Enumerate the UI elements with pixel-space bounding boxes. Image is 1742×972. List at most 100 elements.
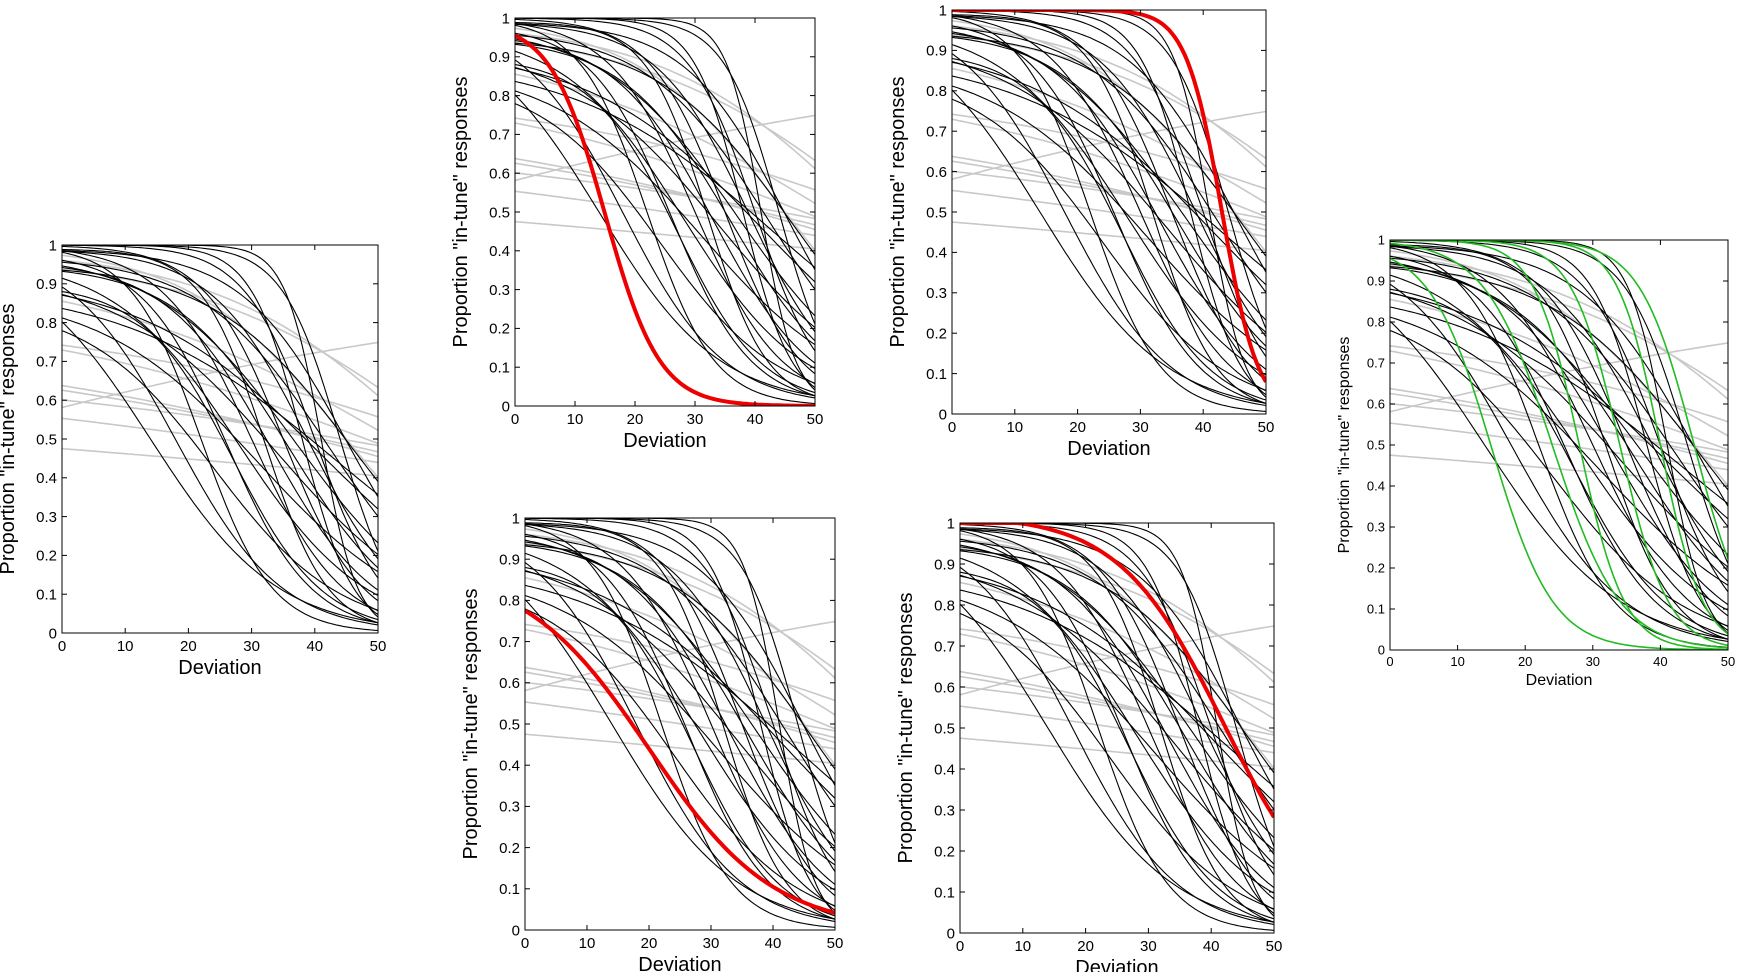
gray-curve-1	[62, 389, 378, 453]
x-tick-label: 50	[1258, 419, 1275, 436]
black-curve-15	[1390, 292, 1728, 520]
black-curve-16	[960, 540, 1274, 811]
black-curve-24	[62, 330, 378, 611]
black-curve-24	[525, 608, 835, 907]
gray-curve-0	[515, 122, 815, 218]
black-curve-21	[515, 64, 815, 394]
y-tick-label: 0.9	[499, 551, 520, 568]
y-tick-label: 0.2	[499, 840, 520, 857]
panel-far-right: 0 10 20 30 40 50 0 0.1 0.2 0.3 0.4 0.5 0.6 0.7 0.8 0.9 1…	[1336, 233, 1735, 689]
y-tick-label: 0.3	[1367, 520, 1385, 535]
x-tick-label: 0	[1386, 654, 1393, 669]
black-curve-5	[1390, 245, 1728, 627]
y-tick-label: 0.3	[489, 282, 510, 299]
y-tick-label: 0	[49, 625, 57, 642]
black-curve-19	[515, 23, 815, 271]
y-tick-label: 0.7	[934, 638, 955, 655]
gray-curve-0	[952, 118, 1266, 218]
black-curve-20	[515, 42, 815, 255]
gray-curve-5	[525, 681, 835, 732]
gray-curve-5	[62, 399, 378, 447]
black-curve-21	[62, 291, 378, 621]
highlight-curve	[515, 33, 815, 406]
x-tick-label: 30	[703, 935, 720, 952]
y-tick-label: 0.3	[926, 285, 947, 302]
black-curve-0	[515, 94, 815, 397]
gray-curve-6	[515, 32, 815, 170]
black-curve-8	[960, 574, 1274, 851]
y-tick-label: 0.6	[36, 392, 57, 409]
black-curve-17	[952, 75, 1266, 271]
gray-curve-9	[525, 733, 835, 765]
black-curve-22	[525, 594, 835, 866]
black-curve-3	[1390, 255, 1728, 640]
black-curve-9	[960, 523, 1274, 900]
black-curve-4	[62, 277, 378, 596]
black-curve-0	[525, 599, 835, 920]
black-curve-11	[1390, 261, 1728, 556]
y-tick-label: 1	[939, 2, 947, 19]
x-tick-label: 30	[1132, 419, 1149, 436]
black-curve-20	[952, 35, 1266, 257]
y-tick-label: 0.2	[934, 843, 955, 860]
plot-area	[515, 18, 815, 406]
black-curve-4	[960, 557, 1274, 894]
black-curve-13	[1390, 246, 1728, 572]
x-axis-label: Deviation	[1075, 957, 1158, 972]
y-tick-label: 1	[512, 510, 520, 527]
gray-curve-4	[952, 34, 1266, 160]
black-curve-11	[525, 539, 835, 835]
black-curve-8	[1390, 291, 1728, 568]
panel-bottom-middle: 0 10 20 30 40 50 0 0.1 0.2 0.3 0.4 0.5 0.6 0.7 0.8 0.9 1…	[460, 510, 843, 972]
gray-curve-1	[960, 675, 1274, 743]
black-curve-11	[62, 265, 378, 544]
black-curve-23	[62, 245, 378, 618]
gray-curve-9	[62, 447, 378, 477]
x-tick-label: 20	[641, 935, 658, 952]
y-axis-label: Proportion "in-tune" responses	[887, 76, 909, 347]
y-tick-label: 0.8	[934, 597, 955, 614]
black-curve-16	[952, 27, 1266, 293]
black-curve-2	[525, 525, 835, 928]
gray-curve-4	[515, 41, 815, 162]
y-tick-label: 0.1	[1367, 602, 1385, 617]
green-curve-5	[1390, 240, 1728, 559]
gray-curve-9	[952, 221, 1266, 252]
y-tick-label: 1	[502, 10, 510, 27]
x-tick-label: 30	[243, 638, 260, 655]
black-curve-9	[1390, 240, 1728, 617]
black-curve-19	[525, 523, 835, 786]
y-tick-label: 0.9	[934, 556, 955, 573]
panel-top-right: 0 10 20 30 40 50 0 0.1 0.2 0.3 0.4 0.5 0.6 0.7 0.8 0.9 1…	[887, 2, 1274, 460]
black-curve-5	[952, 15, 1266, 392]
x-tick-label: 20	[1077, 938, 1094, 955]
gray-curve-0	[525, 628, 835, 730]
highlight-curve	[952, 10, 1266, 383]
x-tick-label: 0	[58, 638, 66, 655]
gray-curve-3	[952, 189, 1266, 238]
x-tick-label: 0	[521, 935, 529, 952]
y-tick-label: 0	[502, 398, 510, 415]
black-curve-14	[515, 18, 815, 352]
plot-area	[952, 10, 1266, 412]
black-curve-9	[952, 10, 1266, 381]
black-curve-8	[62, 293, 378, 555]
x-tick-label: 10	[1006, 419, 1023, 436]
black-curve-24	[952, 98, 1266, 391]
x-tick-label: 10	[567, 411, 584, 428]
black-curve-2	[960, 530, 1274, 931]
gray-curve-4	[1390, 264, 1728, 392]
x-tick-label: 10	[117, 638, 134, 655]
black-curve-21	[952, 57, 1266, 401]
black-curve-23	[515, 18, 815, 391]
black-curve-11	[515, 38, 815, 317]
plot-area	[960, 523, 1274, 931]
x-axis-label: Deviation	[1526, 672, 1593, 689]
black-curve-14	[525, 518, 835, 872]
y-tick-label: 0.4	[926, 245, 947, 262]
y-tick-label: 0.8	[36, 315, 57, 332]
black-curve-13	[62, 250, 378, 560]
black-curve-20	[960, 549, 1274, 774]
gray-curve-3	[960, 705, 1274, 754]
black-curve-22	[952, 85, 1266, 351]
